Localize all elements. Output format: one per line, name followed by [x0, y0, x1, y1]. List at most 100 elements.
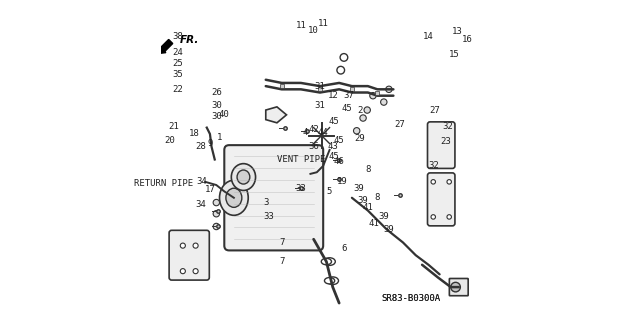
Text: 23: 23: [440, 137, 451, 146]
Text: 10: 10: [308, 26, 319, 35]
Text: 34: 34: [195, 200, 205, 209]
Text: 45: 45: [329, 117, 340, 126]
Ellipse shape: [431, 215, 435, 219]
Text: 29: 29: [355, 134, 365, 143]
Text: 8: 8: [375, 193, 380, 202]
Text: 8: 8: [365, 165, 371, 174]
Text: 42: 42: [308, 125, 319, 134]
Text: 3: 3: [263, 198, 268, 207]
Text: 44: 44: [318, 128, 328, 137]
Text: SR83-B0300A: SR83-B0300A: [381, 294, 440, 303]
Text: 33: 33: [296, 184, 306, 193]
Text: 34: 34: [196, 177, 207, 186]
Text: 9: 9: [207, 139, 212, 148]
Ellipse shape: [213, 211, 220, 217]
Text: 30: 30: [211, 112, 221, 121]
FancyArrow shape: [159, 40, 173, 54]
Text: 41: 41: [368, 219, 379, 228]
Text: 35: 35: [173, 70, 184, 79]
Ellipse shape: [231, 164, 255, 190]
Polygon shape: [266, 107, 287, 123]
Ellipse shape: [447, 180, 451, 184]
Text: 2: 2: [357, 106, 363, 115]
Ellipse shape: [220, 180, 248, 215]
Ellipse shape: [237, 170, 250, 184]
Text: 27: 27: [394, 120, 405, 129]
Ellipse shape: [226, 188, 242, 207]
Text: 39: 39: [353, 184, 364, 193]
Ellipse shape: [370, 93, 376, 99]
Text: 19: 19: [337, 177, 348, 186]
Text: 5: 5: [327, 187, 332, 196]
Text: 26: 26: [211, 88, 221, 97]
Ellipse shape: [180, 269, 186, 274]
Text: 25: 25: [173, 59, 184, 68]
Ellipse shape: [451, 282, 460, 292]
Text: 45: 45: [334, 136, 344, 145]
Text: 39: 39: [378, 212, 389, 221]
Ellipse shape: [447, 215, 451, 219]
Ellipse shape: [386, 86, 392, 93]
Text: 37: 37: [343, 91, 354, 100]
Text: 31: 31: [315, 82, 325, 91]
Text: 45: 45: [329, 152, 340, 161]
Ellipse shape: [324, 278, 335, 284]
Text: 38: 38: [173, 32, 184, 41]
Ellipse shape: [321, 258, 332, 265]
Ellipse shape: [360, 115, 366, 121]
FancyBboxPatch shape: [224, 145, 323, 250]
Text: 32: 32: [442, 122, 453, 130]
Text: 45: 45: [342, 104, 353, 113]
Ellipse shape: [431, 180, 435, 184]
Text: 33: 33: [264, 212, 275, 221]
Text: 22: 22: [173, 85, 184, 94]
FancyBboxPatch shape: [169, 230, 209, 280]
Text: 11: 11: [318, 19, 328, 28]
Ellipse shape: [353, 128, 360, 134]
Text: 12: 12: [328, 91, 338, 100]
Text: 14: 14: [423, 32, 434, 41]
Text: 24: 24: [173, 48, 184, 57]
Ellipse shape: [340, 54, 348, 61]
Ellipse shape: [337, 66, 344, 74]
FancyBboxPatch shape: [449, 278, 468, 296]
Text: 30: 30: [211, 101, 221, 110]
Text: 27: 27: [429, 106, 440, 115]
Ellipse shape: [213, 223, 220, 230]
Text: 7: 7: [279, 238, 284, 247]
Ellipse shape: [327, 277, 339, 285]
Ellipse shape: [381, 99, 387, 105]
Text: 7: 7: [279, 257, 284, 266]
Text: 39: 39: [358, 197, 369, 205]
Text: 36: 36: [308, 142, 319, 151]
Text: 13: 13: [452, 27, 463, 36]
Text: 46: 46: [334, 157, 344, 166]
Text: RETURN PIPE: RETURN PIPE: [134, 179, 193, 188]
Ellipse shape: [213, 199, 220, 206]
Text: FR.: FR.: [180, 35, 200, 45]
Ellipse shape: [324, 258, 335, 265]
Text: 28: 28: [195, 142, 205, 151]
FancyBboxPatch shape: [428, 122, 455, 168]
Text: 1: 1: [217, 133, 222, 142]
Text: 40: 40: [219, 110, 230, 119]
Text: 20: 20: [164, 136, 175, 145]
Text: 16: 16: [461, 35, 472, 44]
Text: 32: 32: [428, 161, 438, 170]
Ellipse shape: [364, 107, 371, 113]
Text: 39: 39: [383, 225, 394, 234]
Text: SR83-B0300A: SR83-B0300A: [381, 294, 440, 303]
Ellipse shape: [193, 243, 198, 248]
Text: VENT PIPE: VENT PIPE: [276, 155, 325, 164]
Text: 15: 15: [449, 50, 460, 59]
FancyBboxPatch shape: [428, 173, 455, 226]
Text: 6: 6: [341, 244, 347, 253]
Text: 21: 21: [168, 122, 179, 130]
Text: 43: 43: [328, 142, 338, 151]
Text: 31: 31: [315, 101, 325, 110]
Text: 4: 4: [303, 128, 308, 137]
Ellipse shape: [180, 243, 186, 248]
Text: 11: 11: [296, 21, 306, 30]
Text: 41: 41: [362, 203, 373, 212]
Text: 17: 17: [205, 185, 215, 194]
